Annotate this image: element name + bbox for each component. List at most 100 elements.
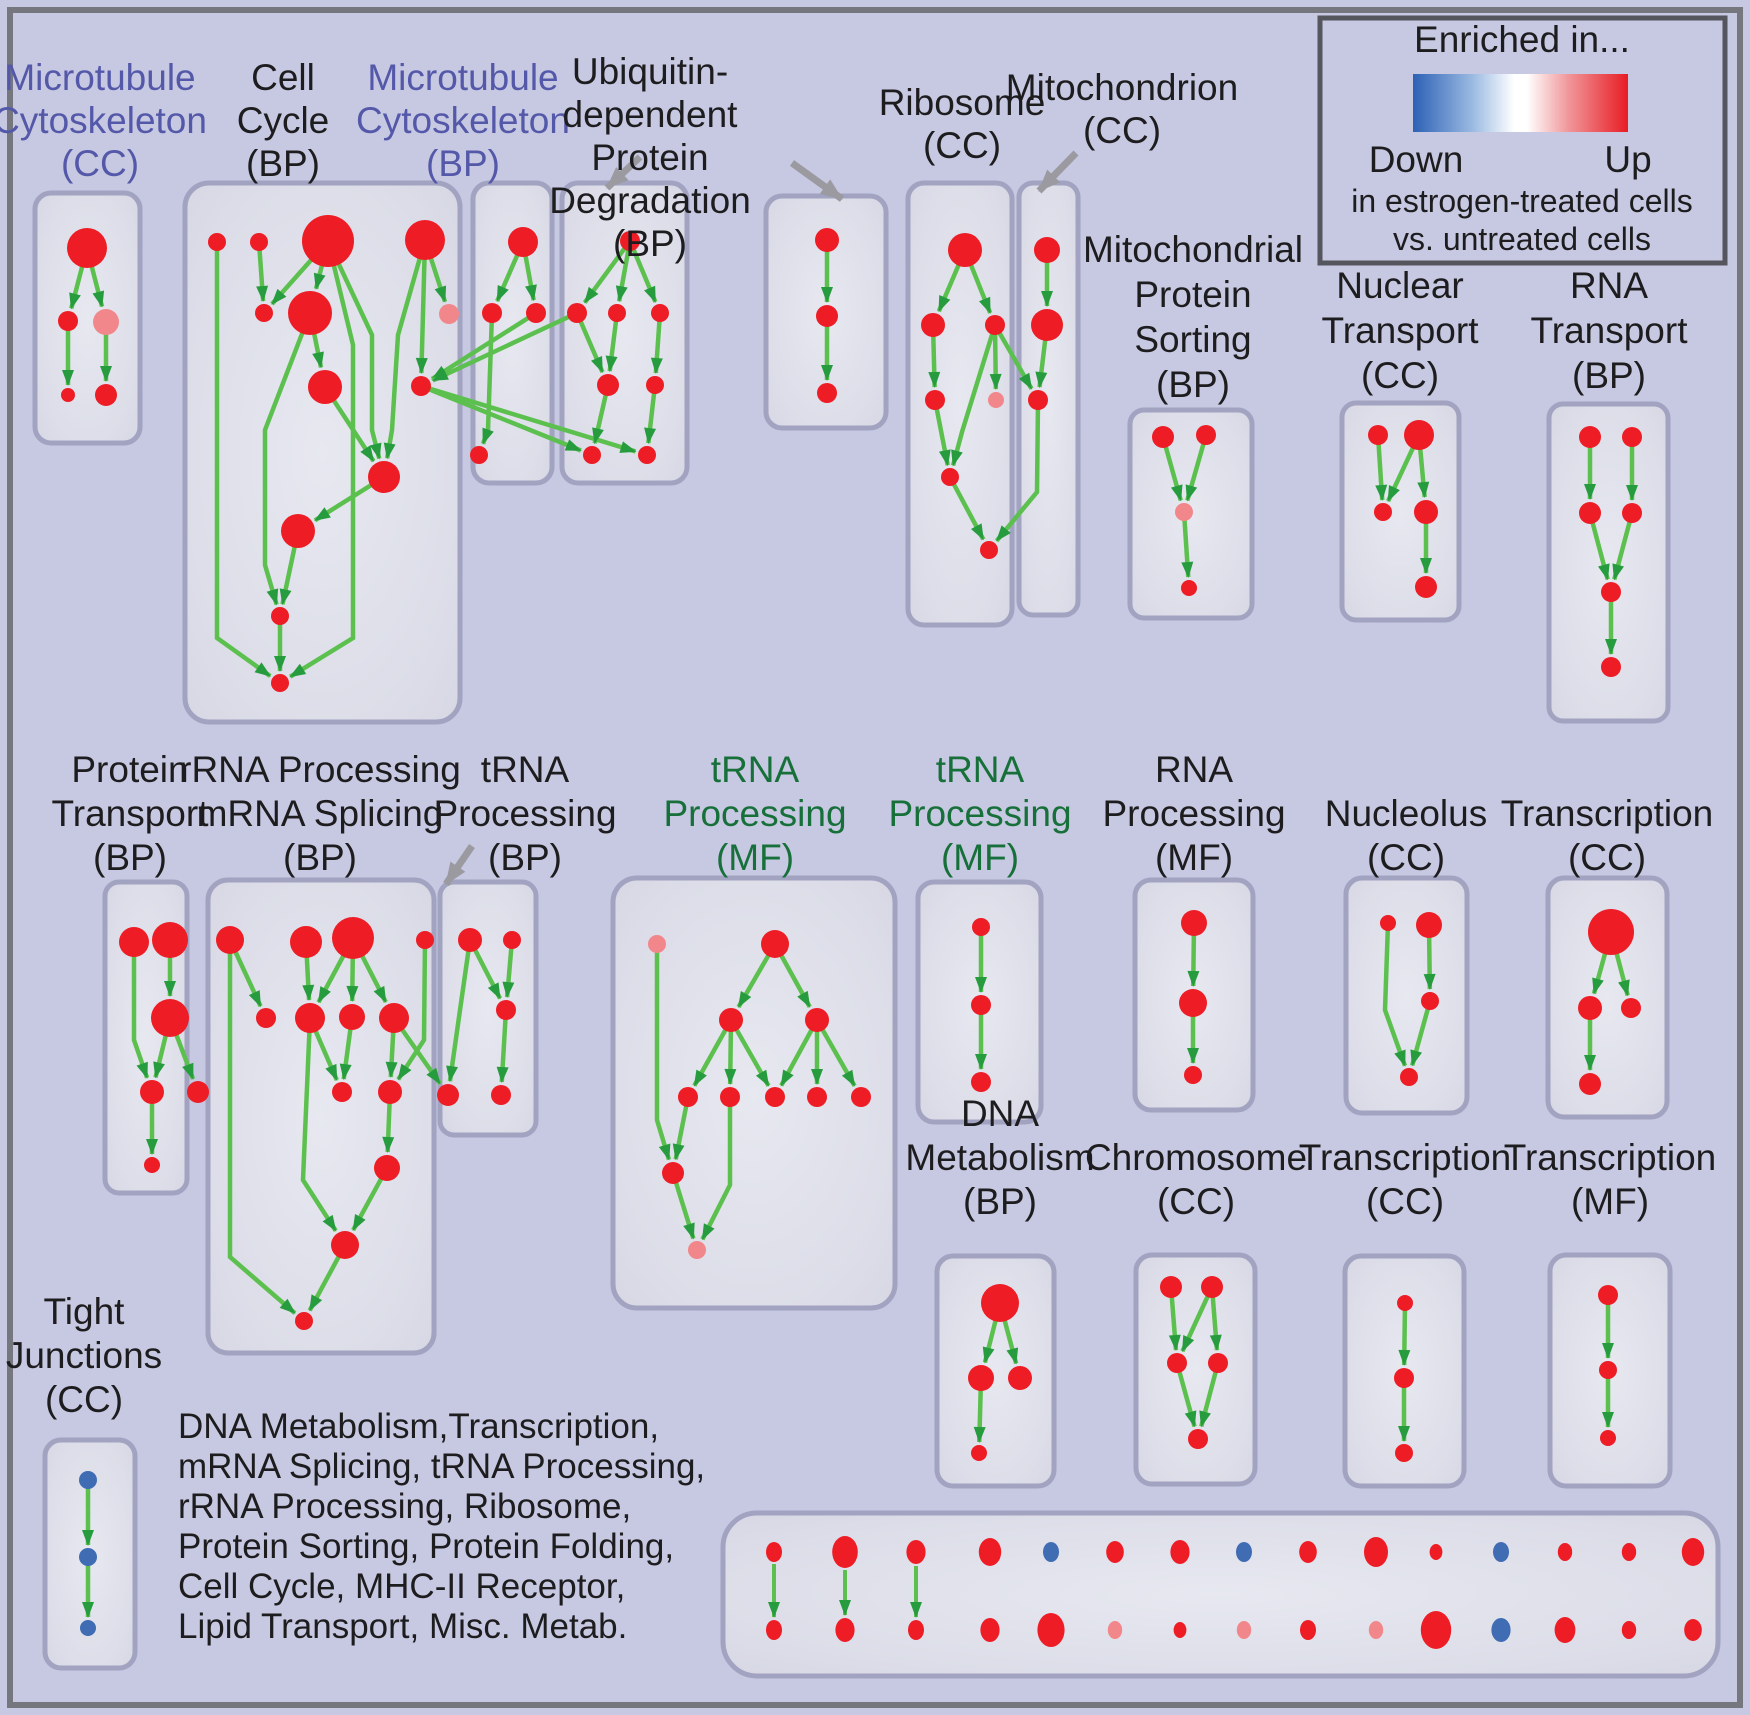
go-term-node-bottom-bottom-2 (835, 1618, 855, 1642)
ubiquitin-callout-left-icon (604, 154, 643, 191)
legend-subtitle-line1: in estrogen-treated cells (1351, 183, 1693, 219)
go-term-node-ch3 (1167, 1353, 1187, 1373)
go-term-node-bottom-bottom-3 (908, 1620, 924, 1640)
go-term-node-bottom-top-13 (1557, 1543, 1573, 1561)
cluster-box-chromosome-cc (1133, 1252, 1258, 1487)
go-term-node-r13 (331, 1231, 359, 1259)
go-term-node-r7 (339, 1004, 365, 1030)
go-term-node-s2 (1578, 996, 1602, 1020)
go-term-node-p4 (140, 1080, 164, 1104)
go-term-node-q7 (941, 468, 959, 486)
go-term-node-ch1 (1160, 1276, 1182, 1298)
microtubule-cc-label: Microtubule Cytoskeleton (CC) (0, 57, 207, 184)
edge-arrow-r4-r10 (396, 939, 428, 1081)
go-term-node-a3 (93, 309, 119, 335)
go-term-node-ub7 (583, 446, 601, 464)
go-term-node-j5 (1601, 582, 1621, 602)
go-term-node-z4 (1400, 1068, 1418, 1086)
go-term-node-cc13 (271, 674, 289, 692)
go-term-node-j2 (1622, 427, 1642, 447)
labels-layer: Microtubule Cytoskeleton (CC) Cell Cycle (BP)… (0, 51, 1716, 1646)
go-term-node-tc3 (1395, 1444, 1413, 1462)
edge-arrow-j4-j5 (1612, 512, 1635, 581)
cluster-box-protein-transport (102, 879, 190, 1196)
legend-gradient-bar (1413, 74, 1628, 132)
edge-arrow-cc3-cc10 (325, 240, 382, 460)
edge-arrow-i1-i3 (1375, 434, 1388, 502)
edge-arrow-cc1-cc13 (214, 242, 272, 678)
go-term-node-bottom-bottom-15 (1684, 1619, 1702, 1641)
go-term-node-bottom-bottom-14 (1621, 1621, 1637, 1639)
go-term-node-bottom-top-10 (1364, 1537, 1388, 1567)
go-term-node-i4 (1414, 500, 1438, 524)
go-term-node-t3 (496, 1000, 516, 1020)
edge-arrow-ch2-ch3 (1180, 1286, 1215, 1353)
go-term-node-bottom-top-2 (832, 1536, 858, 1568)
cell-cycle-label: Cell Cycle (BP) (237, 57, 330, 184)
go-term-node-q6 (1028, 390, 1048, 410)
cluster-box-microtubule-cc (32, 190, 143, 446)
go-term-node-z3 (1421, 992, 1439, 1010)
go-term-node-j3 (1579, 502, 1601, 524)
edge-arrow-h2-h3 (1185, 434, 1209, 502)
rna-processing-label: RNA Processing (MF) (1102, 749, 1285, 878)
go-term-node-bottom-top-5 (1043, 1542, 1059, 1562)
go-term-node-h2 (1196, 425, 1216, 445)
go-term-node-cc4 (405, 220, 445, 260)
go-term-node-q8 (980, 541, 998, 559)
go-term-node-v2 (816, 305, 838, 327)
edge-arrow-q3-q7 (950, 324, 998, 467)
edge-arrow-z3-z4 (1410, 1000, 1433, 1067)
go-term-node-cc8 (308, 370, 342, 404)
go-term-node-da1 (981, 1284, 1019, 1322)
go-term-node-y3 (1184, 1066, 1202, 1084)
go-term-node-a4 (61, 388, 75, 402)
go-term-node-ub8 (638, 446, 656, 464)
go-term-node-bottom-bottom-9 (1300, 1620, 1316, 1640)
edge-arrow-ub3-ub5 (605, 312, 620, 373)
go-term-node-w11 (688, 1241, 706, 1259)
edge-arrow-w10-w11 (670, 1172, 696, 1240)
go-term-node-x1 (972, 918, 990, 936)
go-term-node-tj3 (80, 1620, 96, 1636)
trna-mf-small-label: tRNA Processing (MF) (888, 749, 1071, 878)
go-term-node-q3 (985, 315, 1005, 335)
cluster-boxes-layer (32, 180, 1721, 1679)
go-term-node-j4 (1622, 503, 1642, 523)
cluster-box-ribosome-cc (905, 180, 1015, 628)
go-term-node-t1 (458, 928, 482, 952)
transcription-cc3-label: Transcription (CC) (1299, 1137, 1511, 1222)
edge-arrow-h3-h4 (1181, 511, 1194, 579)
go-term-node-p6 (144, 1157, 160, 1173)
nuclear-transport-label: Nuclear Transport (CC) (1322, 265, 1480, 396)
go-term-node-q2 (921, 313, 945, 337)
cluster-box-mixed-bottom (720, 1510, 1721, 1679)
go-term-node-bottom-bottom-13 (1554, 1617, 1576, 1643)
edge-arrow-z1-z4 (1382, 922, 1408, 1067)
go-term-node-r9 (332, 1082, 352, 1102)
go-term-node-cc3 (302, 215, 354, 267)
go-term-node-q1 (948, 233, 982, 267)
go-term-node-w8 (807, 1087, 827, 1107)
go-term-node-tc2 (1394, 1368, 1414, 1388)
go-term-node-j1 (1579, 426, 1601, 448)
legend-title: Enriched in... (1414, 19, 1630, 60)
go-term-node-ub4 (651, 304, 669, 322)
go-term-node-ch4 (1208, 1353, 1228, 1373)
go-term-node-y2 (1179, 989, 1207, 1017)
go-term-node-w1 (648, 935, 666, 953)
go-term-node-da4 (971, 1445, 987, 1461)
edge-arrow-t3-t5 (496, 1009, 509, 1084)
go-term-node-w5 (678, 1087, 698, 1107)
go-term-node-cc1 (208, 233, 226, 251)
legend-down-label: Down (1369, 139, 1464, 180)
go-term-node-cc10 (368, 461, 400, 493)
go-term-node-mb2 (482, 303, 502, 323)
go-term-node-t5 (491, 1085, 511, 1105)
misc-categories-note: DNA Metabolism,Transcription, mRNA Splici… (178, 1407, 705, 1646)
go-term-node-w4 (805, 1008, 829, 1032)
go-term-node-x3 (971, 1072, 991, 1092)
go-term-node-i5 (1415, 576, 1437, 598)
edge-arrow-w5-w10 (672, 1096, 691, 1161)
